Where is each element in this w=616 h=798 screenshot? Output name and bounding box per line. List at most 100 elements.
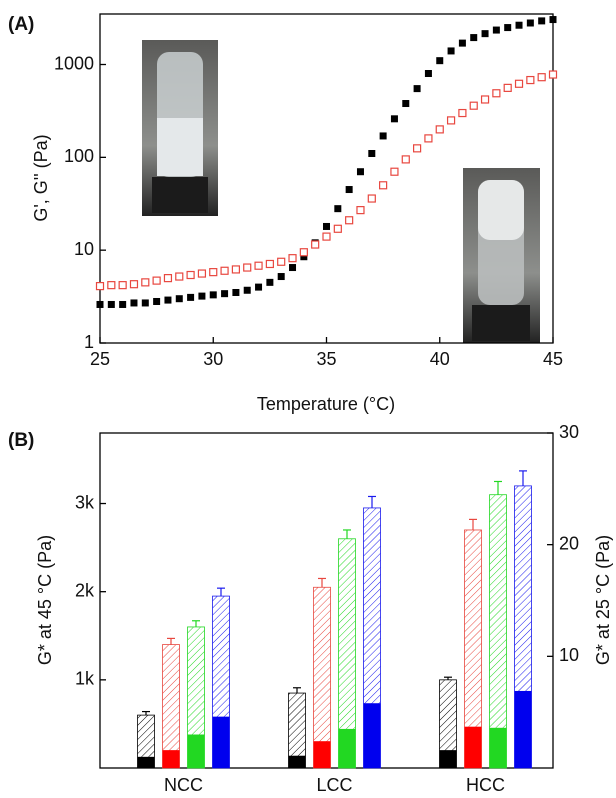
data-point: [152, 276, 161, 285]
data-point: [311, 240, 320, 249]
data-point: [198, 292, 206, 300]
data-point: [413, 85, 421, 93]
bar-solid: [288, 755, 306, 768]
data-point: [379, 181, 388, 190]
data-point: [141, 299, 149, 307]
data-point: [367, 194, 376, 203]
x-tick-label: 40: [430, 349, 450, 369]
y2-tick-label: 10: [559, 645, 579, 665]
data-point: [514, 79, 524, 88]
x-tick-label: HCC: [466, 775, 505, 795]
data-point: [334, 205, 342, 213]
data-point: [130, 299, 138, 307]
data-point: [537, 73, 546, 82]
data-point: [356, 206, 365, 215]
data-point: [289, 264, 297, 272]
data-point: [96, 300, 104, 308]
y2-tick-label: 30: [559, 422, 579, 442]
y-tick-label: 1: [84, 332, 94, 352]
data-point: [480, 95, 490, 104]
x-tick-label: LCC: [316, 775, 352, 795]
data-point: [243, 263, 252, 272]
y2-tick-label: 20: [559, 533, 579, 553]
x-tick-label: 25: [90, 349, 110, 369]
x-tick-label: NCC: [164, 775, 203, 795]
error-bar: [444, 676, 452, 680]
data-point: [458, 39, 466, 47]
data-point: [277, 273, 285, 281]
data-point: [515, 21, 523, 29]
data-point: [186, 270, 195, 280]
data-point: [322, 232, 331, 241]
data-point: [243, 286, 251, 294]
data-point: [390, 115, 398, 123]
bar-solid: [212, 716, 230, 768]
data-point: [548, 70, 558, 79]
bar-solid: [514, 690, 532, 768]
data-point: [232, 288, 240, 296]
bar-hatched: [313, 586, 331, 769]
data-point: [470, 34, 478, 42]
data-point: [413, 144, 422, 153]
data-point: [446, 116, 456, 125]
data-point: [300, 253, 308, 261]
data-point: [356, 168, 364, 176]
data-point: [153, 297, 161, 305]
bar-hatched: [489, 494, 507, 769]
data-point: [549, 16, 557, 24]
data-point: [175, 272, 184, 281]
data-point: [129, 280, 139, 289]
data-point: [197, 269, 207, 278]
data-point: [379, 132, 387, 140]
bar-solid: [187, 734, 205, 768]
data-point: [401, 155, 410, 164]
data-point: [299, 248, 308, 257]
data-point: [254, 261, 263, 270]
data-point: [469, 101, 478, 110]
photo-gel: [142, 40, 218, 216]
bar-solid: [489, 727, 507, 768]
data-point: [345, 186, 353, 194]
error-bar: [142, 710, 150, 716]
y2-axis-title: G* at 25 °C (Pa): [593, 535, 613, 665]
bar-solid: [162, 750, 180, 768]
data-point: [492, 26, 500, 34]
data-point: [458, 108, 467, 118]
error-bar: [293, 687, 301, 694]
data-point: [119, 300, 127, 308]
bar-solid: [464, 726, 482, 768]
data-point: [265, 259, 274, 269]
data-point: [402, 100, 410, 108]
y-axis-title: G', G'' (Pa): [31, 134, 51, 221]
data-point: [390, 167, 399, 176]
data-point: [107, 300, 115, 308]
y-tick-label: 1k: [75, 669, 95, 689]
data-point: [107, 281, 116, 290]
error-bar: [368, 495, 376, 508]
photo-sol: [463, 168, 540, 343]
data-point: [538, 17, 546, 25]
data-point: [118, 281, 127, 290]
data-point: [333, 224, 342, 233]
data-point: [220, 266, 229, 275]
error-bar: [217, 587, 225, 597]
y-tick-label: 10: [74, 239, 94, 259]
y-axis-title: G* at 45 °C (Pa): [35, 535, 55, 665]
data-point: [481, 30, 489, 38]
bar-hatched: [162, 644, 180, 769]
data-point: [209, 291, 217, 299]
bar-solid: [338, 728, 356, 768]
data-point: [526, 75, 535, 85]
data-point: [424, 70, 432, 78]
panel-label: (A): [8, 14, 34, 35]
data-point: [345, 216, 354, 225]
data-point: [266, 278, 274, 286]
x-axis-title: Temperature (°C): [257, 394, 395, 414]
y-tick-label: 2k: [75, 580, 95, 600]
data-point: [164, 296, 172, 304]
data-point: [435, 125, 444, 134]
data-point: [526, 19, 534, 27]
y-tick-label: 3k: [75, 492, 95, 512]
data-point: [187, 293, 195, 301]
bar-solid: [313, 741, 331, 768]
